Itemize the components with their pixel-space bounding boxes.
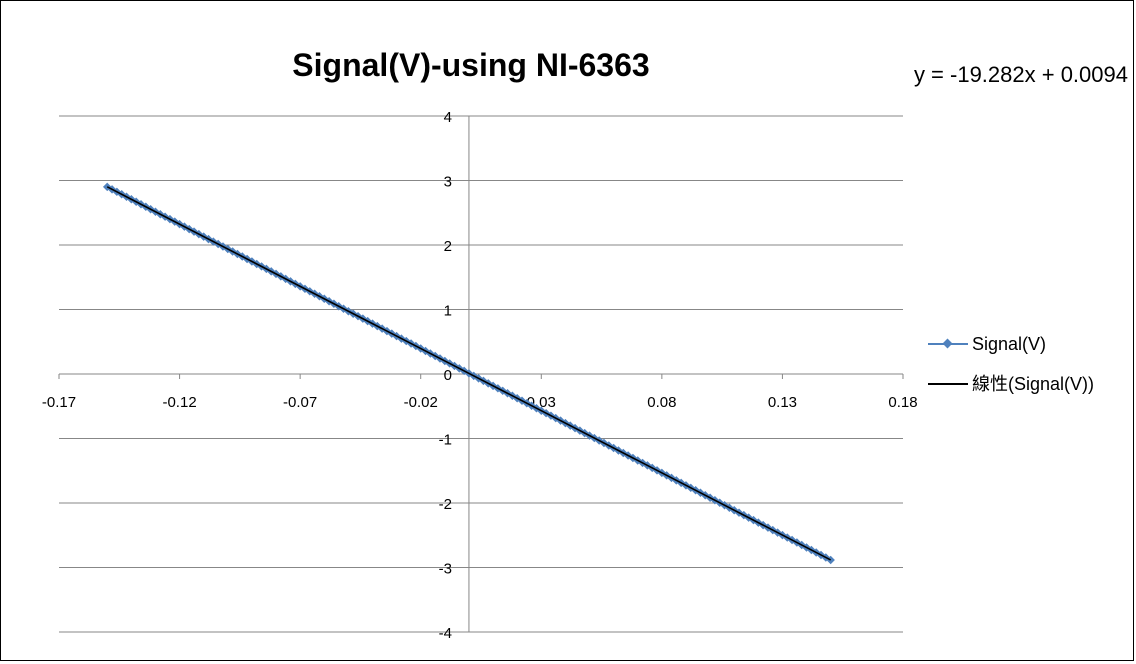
y-tick-label-5: 1 bbox=[444, 303, 452, 320]
legend-label-signal: Signal(V) bbox=[972, 334, 1046, 354]
y-tick-label-4: 0 bbox=[444, 367, 452, 384]
legend-label-trendline: 線性(Signal(V)) bbox=[972, 374, 1094, 394]
legend-marker-signal bbox=[942, 338, 953, 349]
x-tick-label-7: 0.18 bbox=[888, 394, 917, 411]
y-tick-label-0: -4 bbox=[439, 625, 452, 642]
x-tick-label-1: -0.12 bbox=[162, 394, 196, 411]
y-tick-label-6: 2 bbox=[444, 238, 452, 255]
legend: Signal(V) 線性(Signal(V)) bbox=[928, 334, 1094, 394]
y-tick-label-7: 3 bbox=[444, 174, 452, 191]
legend-item-signal: Signal(V) bbox=[928, 334, 1046, 354]
legend-item-trendline: 線性(Signal(V)) bbox=[928, 374, 1094, 394]
gridlines bbox=[59, 115, 903, 633]
x-tick-label-5: 0.08 bbox=[647, 394, 676, 411]
y-tick-label-3: -1 bbox=[439, 432, 452, 449]
tick-labels: -0.17 -0.12 -0.07 -0.02 0.03 0.08 0.13 0.18-4-3… bbox=[42, 109, 918, 642]
x-tick-label-0: -0.17 bbox=[42, 394, 76, 411]
series-trendline bbox=[106, 186, 832, 561]
y-tick-label-1: -3 bbox=[439, 561, 452, 578]
axes bbox=[58, 115, 904, 633]
y-tick-label-2: -2 bbox=[439, 496, 452, 513]
y-tick-label-8: 4 bbox=[444, 109, 452, 126]
trendline bbox=[106, 186, 832, 561]
x-tick-label-2: -0.07 bbox=[283, 394, 317, 411]
chart-title: Signal(V)-using NI-6363 bbox=[292, 47, 649, 83]
trendline-equation: y = -19.282x + 0.0094 bbox=[914, 62, 1128, 87]
x-tick-label-6: 0.13 bbox=[768, 394, 797, 411]
x-tick-label-3: -0.02 bbox=[404, 394, 438, 411]
